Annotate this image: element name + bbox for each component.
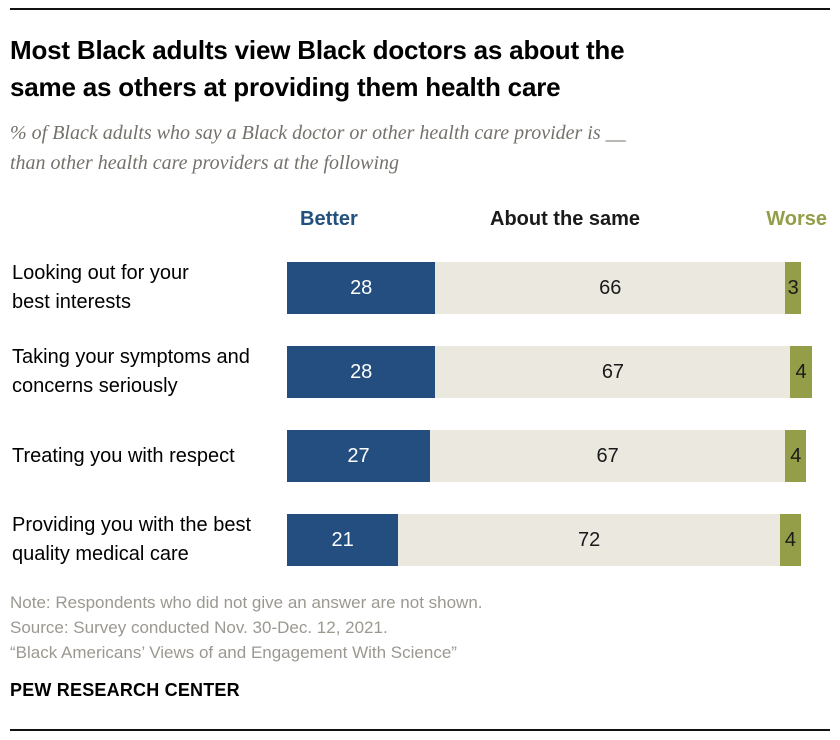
chart-card: Most Black adults view Black doctors as … xyxy=(0,8,840,740)
segment-value: 4 xyxy=(795,360,807,383)
chart-row: Treating you with respect 27 67 4 xyxy=(10,430,830,482)
bar-segment-worse: 4 xyxy=(779,514,802,566)
segment-value: 21 xyxy=(331,528,354,551)
page-title-line-2: same as others at providing them health … xyxy=(10,72,561,102)
bars-container: Looking out for your best interests 28 66 3… xyxy=(10,262,830,566)
note-text: Note: Respondents who did not give an an… xyxy=(10,593,483,612)
segment-value: 4 xyxy=(784,528,797,551)
top-rule xyxy=(10,8,830,10)
brand-logo: PEW RESEARCH CENTER xyxy=(10,680,240,700)
bar-segment-worse: 4 xyxy=(785,430,807,482)
segment-value: 3 xyxy=(787,276,799,299)
segment-value: 28 xyxy=(350,360,373,383)
bar-segment-same: 67 xyxy=(430,430,786,482)
bar-segment-same: 72 xyxy=(398,514,780,566)
stacked-bar: 27 67 4 xyxy=(287,430,807,482)
stacked-bar: 28 66 3 xyxy=(287,262,802,314)
footnotes: Note: Respondents who did not give an an… xyxy=(10,590,830,665)
bar-segment-better: 27 xyxy=(287,430,431,482)
bar-segment-same: 67 xyxy=(435,346,791,398)
legend-spacer xyxy=(10,208,287,236)
chart-row: Taking your symptoms and concerns seriou… xyxy=(10,346,830,398)
chart-subtitle-line-1: % of Black adults who say a Black doctor… xyxy=(10,122,626,144)
page-title: Most Black adults view Black doctors as … xyxy=(10,32,830,106)
chart-row: Looking out for your best interests 28 66 3 xyxy=(10,262,830,314)
category-label: Taking your symptoms and concerns seriou… xyxy=(12,346,250,397)
citation-text: “Black Americans’ Views of and Engagemen… xyxy=(10,643,457,662)
page-title-line-1: Most Black adults view Black doctors as … xyxy=(10,35,625,65)
bar-segment-better: 28 xyxy=(287,346,436,398)
segment-value: 27 xyxy=(347,444,370,467)
bar-segment-better: 21 xyxy=(287,514,399,566)
segment-value: 72 xyxy=(577,528,601,551)
segment-value: 4 xyxy=(790,444,802,467)
bar-segment-better: 28 xyxy=(287,262,436,314)
segment-value: 67 xyxy=(596,444,619,467)
chart-legend: Better About the same Worse xyxy=(10,208,830,236)
segment-value: 28 xyxy=(350,276,373,299)
legend-label-same: About the same xyxy=(490,208,641,230)
category-label: Looking out for your best interests xyxy=(12,262,189,313)
chart-row: Providing you with the best quality medi… xyxy=(10,514,830,566)
bar-segment-same: 66 xyxy=(435,262,786,314)
category-label: Treating you with respect xyxy=(12,444,235,467)
bar-segment-worse: 4 xyxy=(790,346,812,398)
segment-value: 67 xyxy=(601,360,625,383)
chart-subtitle-line-2: than other health care providers at the … xyxy=(10,152,400,174)
stacked-bar: 21 72 4 xyxy=(287,514,802,566)
segment-value: 66 xyxy=(599,276,622,299)
source-text: Source: Survey conducted Nov. 30-Dec. 12… xyxy=(10,618,388,637)
stacked-bar: 28 67 4 xyxy=(287,346,812,398)
bottom-rule xyxy=(10,729,830,731)
legend-label-worse: Worse xyxy=(766,208,827,230)
bar-segment-worse: 3 xyxy=(785,262,802,314)
legend-label-better: Better xyxy=(300,208,358,230)
legend-area: Better About the same Worse xyxy=(287,208,827,236)
chart-subtitle: % of Black adults who say a Black doctor… xyxy=(10,118,830,178)
category-label: Providing you with the best quality medi… xyxy=(12,514,252,565)
